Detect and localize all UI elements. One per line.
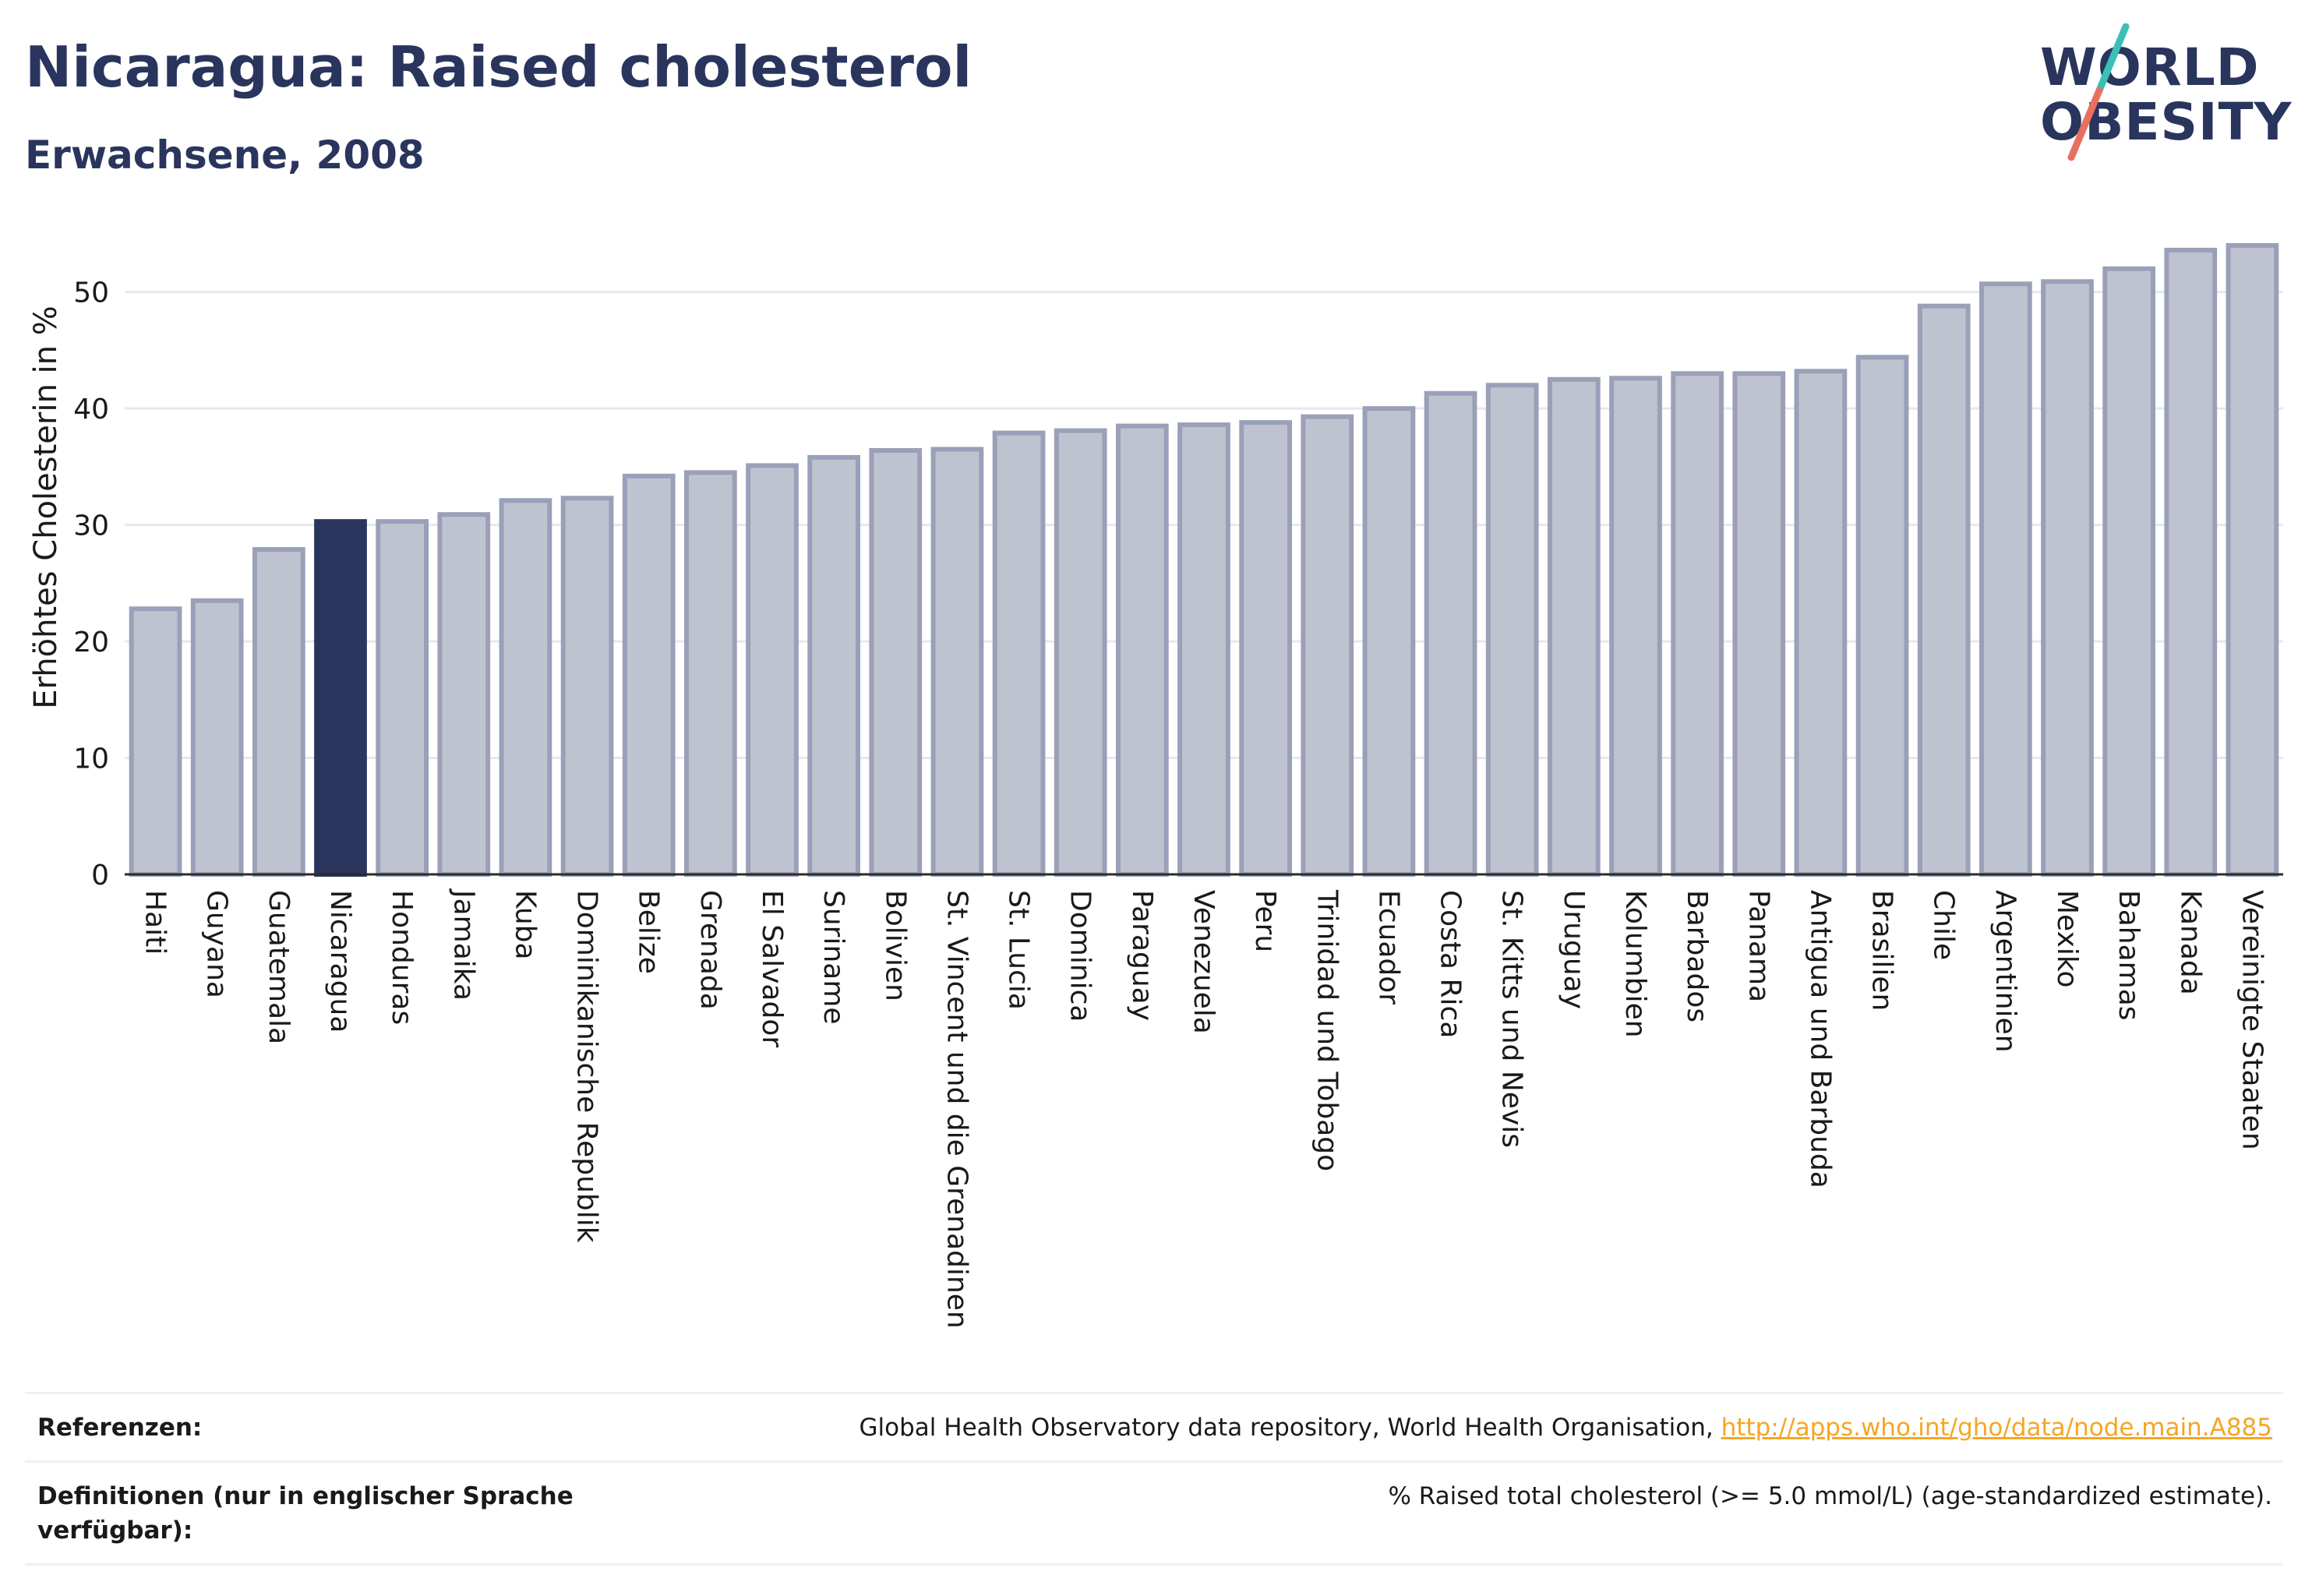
x-tick-label: Trinidad und Tobago <box>1311 889 1343 1171</box>
bar-brasilien[interactable] <box>1855 355 1909 877</box>
bar-antigua-und-barbuda[interactable] <box>1794 369 1848 877</box>
bar-uruguay[interactable] <box>1547 376 1601 877</box>
definitions-label: Definitionen (nur in englischer Sprache … <box>37 1482 574 1545</box>
bar-chile[interactable] <box>1917 303 1971 877</box>
x-tick-label: Honduras <box>386 890 418 1025</box>
bar-belize[interactable] <box>622 473 676 877</box>
bar-kuba[interactable] <box>499 498 552 877</box>
x-tick-label: Ecuador <box>1372 890 1404 1005</box>
x-tick-label: Kuba <box>509 890 541 960</box>
x-tick-label: Peru <box>1249 890 1281 952</box>
x-tick-label: Jamaika <box>447 888 479 1001</box>
bar-jamaika[interactable] <box>437 512 491 877</box>
bar-chart: 0 10 20 30 40 50 Haiti Guyana Guatemala Nicaragua… <box>28 242 2283 1329</box>
bar-kolumbien[interactable] <box>1609 376 1662 877</box>
x-tick-label: Guatemala <box>263 890 295 1044</box>
x-tick-label: Suriname <box>817 890 849 1025</box>
x-tick-label: St. Kitts und Nevis <box>1496 890 1528 1148</box>
x-tick-label: Barbados <box>1681 890 1713 1022</box>
bar-st-lucia[interactable] <box>992 430 1046 877</box>
bar-barbados[interactable] <box>1671 371 1724 877</box>
x-tick-label: Kolumbien <box>1619 890 1651 1038</box>
bar-venezuela[interactable] <box>1177 422 1230 877</box>
y-tick-label: 20 <box>73 627 109 659</box>
bar-paraguay[interactable] <box>1115 423 1169 877</box>
x-tick-label: St. Vincent und die Grenadinen <box>941 890 972 1329</box>
definitions-row: Definitionen (nur in englischer Sprache … <box>25 1460 2283 1566</box>
bar-panama[interactable] <box>1732 371 1786 877</box>
bar-st-vincent-und-die-grenadinen[interactable] <box>930 447 984 877</box>
x-tick-label: Paraguay <box>1126 890 1158 1021</box>
bar-dominica[interactable] <box>1054 428 1107 877</box>
x-tick-label: Kanada <box>2174 890 2206 995</box>
bar-suriname[interactable] <box>807 454 861 877</box>
bar-trinidad-und-tobago[interactable] <box>1301 414 1354 877</box>
x-tick-label: Haiti <box>139 890 171 955</box>
bar-kanada[interactable] <box>2164 247 2218 877</box>
x-tick-label: Venezuela <box>1188 890 1220 1034</box>
references-row: Referenzen: Global Health Observatory da… <box>25 1392 2283 1460</box>
bar-el-salvador[interactable] <box>746 463 799 877</box>
bars <box>129 242 2279 877</box>
bar-guyana[interactable] <box>190 598 244 877</box>
references-text: Global Health Observatory data repositor… <box>859 1414 1721 1442</box>
bar-haiti[interactable] <box>129 606 182 877</box>
references-table: Referenzen: Global Health Observatory da… <box>25 1392 2283 1566</box>
x-tick-label: Uruguay <box>1558 890 1590 1009</box>
bar-honduras[interactable] <box>376 519 429 877</box>
x-tick-label: Belize <box>633 890 665 974</box>
y-tick-label: 50 <box>73 277 109 309</box>
x-tick-label: Bolivien <box>879 890 911 1001</box>
x-tick-label: St. Lucia <box>1003 890 1035 1010</box>
x-tick-label: Grenada <box>694 890 726 1010</box>
bar-dominikanische-republik[interactable] <box>560 496 614 877</box>
x-tick-label: Vereinigte Staaten <box>2236 890 2268 1150</box>
bar-peru[interactable] <box>1239 420 1293 877</box>
bar-nicaragua[interactable] <box>314 519 367 877</box>
x-tick-label: Costa Rica <box>1435 890 1467 1038</box>
x-tick-label: El Salvador <box>756 890 788 1047</box>
logo-slash-icon <box>2067 23 2130 161</box>
bar-ecuador[interactable] <box>1362 406 1416 877</box>
logo-word-world: WORLD <box>2040 37 2260 97</box>
y-tick-label: 30 <box>73 510 109 542</box>
bar-costa-rica[interactable] <box>1424 390 1477 877</box>
x-tick-label: Mexiko <box>2051 890 2083 987</box>
x-tick-label: Antigua und Barbuda <box>1804 890 1836 1188</box>
chart-subtitle: Erwachsene, 2008 <box>25 132 425 178</box>
bar-vereinigte-staaten[interactable] <box>2226 242 2279 877</box>
references-label: Referenzen: <box>37 1414 203 1442</box>
axis-labels: 0 10 20 30 40 50 Haiti Guyana Guatemala Nicaragua… <box>73 277 2268 1329</box>
references-link[interactable]: http://apps.who.int/gho/data/node.main.A… <box>1721 1414 2272 1442</box>
x-tick-label: Dominica <box>1064 890 1096 1022</box>
bar-argentinien[interactable] <box>1978 281 2032 877</box>
x-tick-label: Bahamas <box>2113 890 2144 1021</box>
x-tick-label: Argentinien <box>1989 890 2021 1053</box>
y-tick-label: 40 <box>73 394 109 425</box>
bar-guatemala[interactable] <box>252 547 305 877</box>
bar-mexiko[interactable] <box>2041 279 2094 877</box>
y-tick-label: 0 <box>91 860 109 892</box>
x-tick-label: Guyana <box>201 890 233 998</box>
x-tick-label: Nicaragua <box>324 890 356 1033</box>
definitions-value: % Raised total cholesterol (>= 5.0 mmol/… <box>1388 1482 2272 1511</box>
references-value: Global Health Observatory data repositor… <box>860 1411 2283 1445</box>
world-obesity-logo: WORLD OBESITY <box>2026 23 2291 164</box>
x-tick-label: Dominikanische Republik <box>571 890 603 1243</box>
y-tick-label: 10 <box>73 743 109 775</box>
bar-st-kitts-und-nevis[interactable] <box>1485 383 1539 877</box>
chart-title: Nicaragua: Raised cholesterol <box>25 34 972 100</box>
y-axis-label: Erhöhtes Cholesterin in % <box>28 305 64 708</box>
x-tick-label: Panama <box>1742 890 1774 1002</box>
bar-bolivien[interactable] <box>869 447 923 877</box>
bar-bahamas[interactable] <box>2102 266 2156 877</box>
x-tick-label: Brasilien <box>1866 890 1898 1011</box>
x-tick-label: Chile <box>1928 890 1960 960</box>
bar-grenada[interactable] <box>683 470 737 877</box>
